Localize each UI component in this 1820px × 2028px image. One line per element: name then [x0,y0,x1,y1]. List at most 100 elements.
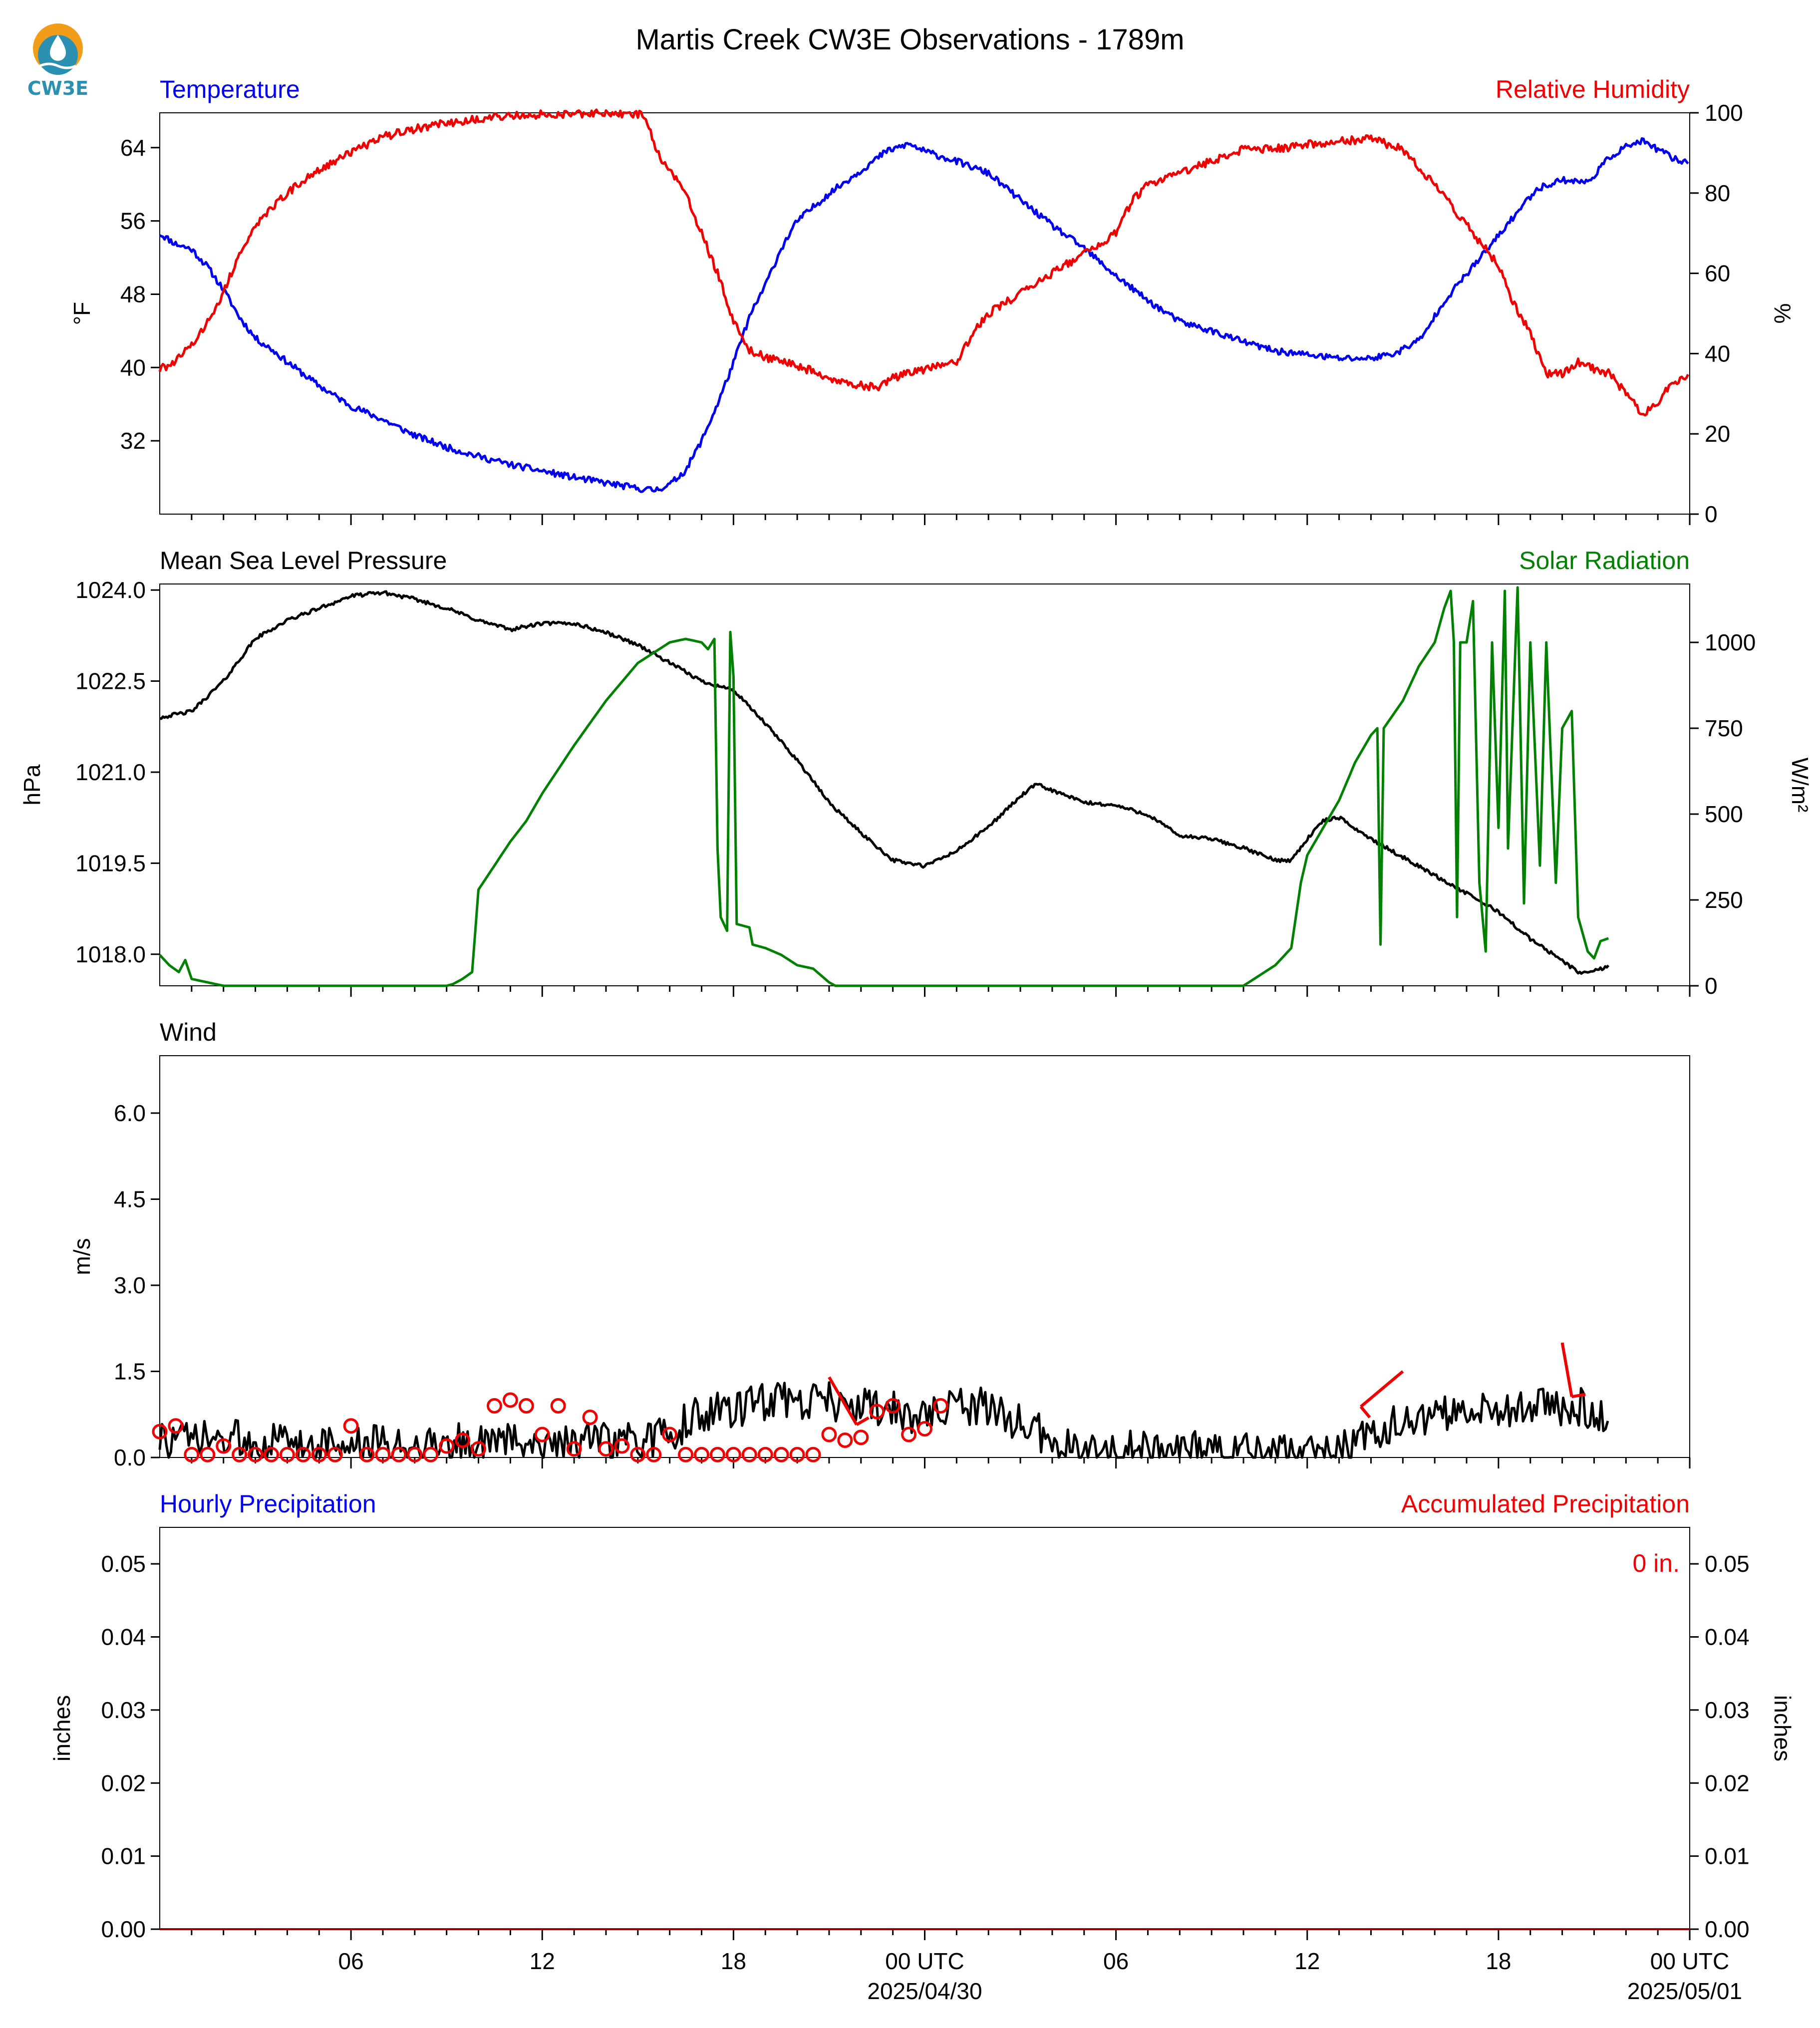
wind-gust-marker [375,1447,391,1462]
chart-title: Martis Creek CW3E Observations - 1789m [635,23,1184,56]
y2-tick-label: 1000 [1705,629,1756,655]
wind-gust-marker [932,1398,948,1414]
y2-tick-label: 40 [1705,340,1730,366]
wind-gust-marker [885,1398,901,1414]
panel-temperature-humidity: Temperature Relative Humidity 32 40 48 56 64 0 2… [69,75,1796,527]
y-axis-label: inches [49,1695,75,1761]
mean-sea-level-pressure-line [159,590,1610,975]
series-group [158,108,1690,493]
wind-gust-marker [486,1398,502,1414]
wind-gust-marker [678,1447,694,1462]
wind-gust-marker [295,1447,311,1462]
x-tick-label: 12 [530,1948,555,1974]
wind-gust-marker [566,1441,582,1457]
wind-gust-marker [646,1447,662,1462]
y-tick-label: 64 [120,135,146,161]
y-tick-label: 1019.5 [75,850,146,876]
wind-gust-marker [694,1447,710,1462]
wind-gust-marker [327,1447,343,1462]
wind-barb-icon [1359,1370,1404,1419]
y-tick-label: 1018.0 [75,941,146,967]
y-tick-label: 1024.0 [75,577,146,603]
wind-gust-marker [709,1447,725,1462]
wind-barb-staff [1560,1342,1573,1397]
y-tick-label: 0.02 [101,1770,146,1796]
y2-tick-label: 0 [1705,501,1718,527]
y2-tick-label: 250 [1705,887,1743,913]
x-date-label: 2025/04/30 [867,1978,982,2004]
x-tick-label: 00 UTC [1650,1948,1729,1974]
wind-gust-marker [550,1398,566,1414]
series-group [159,586,1610,987]
y-axis-label: m/s [69,1238,95,1275]
x-tick-label: 06 [338,1948,364,1974]
cw3e-logo-text: CW3E [27,77,88,99]
wind-gust-marker [200,1447,216,1462]
wind-speed-line [158,1381,1609,1459]
wind-gust-marker [407,1447,423,1462]
wind-gust-marker [311,1447,327,1462]
y2-tick-label: 750 [1705,715,1743,741]
wind-barb-icon [828,1376,870,1426]
series-group [152,1342,1609,1462]
y2-tick-label: 80 [1705,180,1730,206]
cw3e-logo-drop-icon [50,35,66,61]
wind-gust-marker [263,1447,279,1462]
y-axis-label: hPa [19,764,45,805]
wind-gust-marker [152,1424,168,1440]
wind-gust-marker [216,1438,232,1454]
wind-gust-marker [343,1418,359,1434]
wind-gust-marker [821,1427,837,1443]
wind-gust-marker [168,1418,184,1434]
wind-barb-staff [1360,1370,1404,1408]
y-tick-label: 6.0 [114,1100,146,1126]
y2-tick-label: 0.00 [1705,1916,1750,1942]
wind-barb-flag [1359,1406,1371,1419]
wind-gust-marker [232,1447,248,1462]
x-tick-label: 12 [1294,1948,1320,1974]
y2-tick-label: 0.05 [1705,1551,1750,1577]
y2-tick-label: 0.02 [1705,1770,1750,1796]
wind-gust-marker [805,1447,821,1462]
wind-gust-marker [773,1447,789,1462]
y-tick-label: 0.0 [114,1445,146,1470]
solar-radiation-line [159,586,1609,987]
x-tick-label: 06 [1103,1948,1129,1974]
panel-title-left: Temperature [160,75,300,103]
y-tick-label: 1.5 [114,1359,146,1385]
wind-barb-icon [1560,1342,1586,1399]
panel-title-right: Accumulated Precipitation [1401,1490,1690,1518]
wind-gust-marker [725,1447,741,1462]
y-tick-label: 0.01 [101,1843,146,1869]
y-tick-label: 3.0 [114,1272,146,1298]
wind-gust-marker [837,1433,853,1448]
y2-tick-label: 60 [1705,261,1730,287]
wind-gust-marker [391,1447,407,1462]
y2-tick-label: 100 [1705,100,1743,126]
wind-gust-marker [248,1447,264,1462]
wind-barb-flag [1571,1393,1586,1399]
y-tick-label: 0.04 [101,1624,146,1650]
wind-gust-marker [869,1404,885,1420]
wind-gust-marker [184,1447,200,1462]
x-date-label: 2025/05/01 [1627,1978,1742,2004]
panel-precipitation: Hourly Precipitation Accumulated Precipit… [49,1490,1796,1942]
panel-frame [159,112,1690,515]
wind-gust-marker [534,1427,550,1443]
x-axis: 06 12 18 00 UTC 06 12 18 00 UTC 2025/04/30 2025/0… [338,1948,1743,2004]
wind-gust-marker [598,1441,614,1457]
wind-gust-marker [789,1447,805,1462]
y-tick-label: 4.5 [114,1186,146,1212]
y-tick-label: 48 [120,281,146,307]
panel-wind: Wind 0.0 1.5 3.0 4.5 6.0 m/s [69,1018,1691,1470]
panel-frame [159,1527,1690,1930]
y2-tick-label: 0.01 [1705,1843,1750,1869]
panel-title-right: Solar Radiation [1519,547,1690,575]
temperature-line [159,137,1689,493]
y-tick-label: 1021.0 [75,759,146,785]
y-tick-label: 40 [120,354,146,380]
wind-gust-marker [614,1438,630,1454]
y-tick-label: 0.00 [101,1916,146,1942]
wind-gust-marker [630,1447,646,1462]
